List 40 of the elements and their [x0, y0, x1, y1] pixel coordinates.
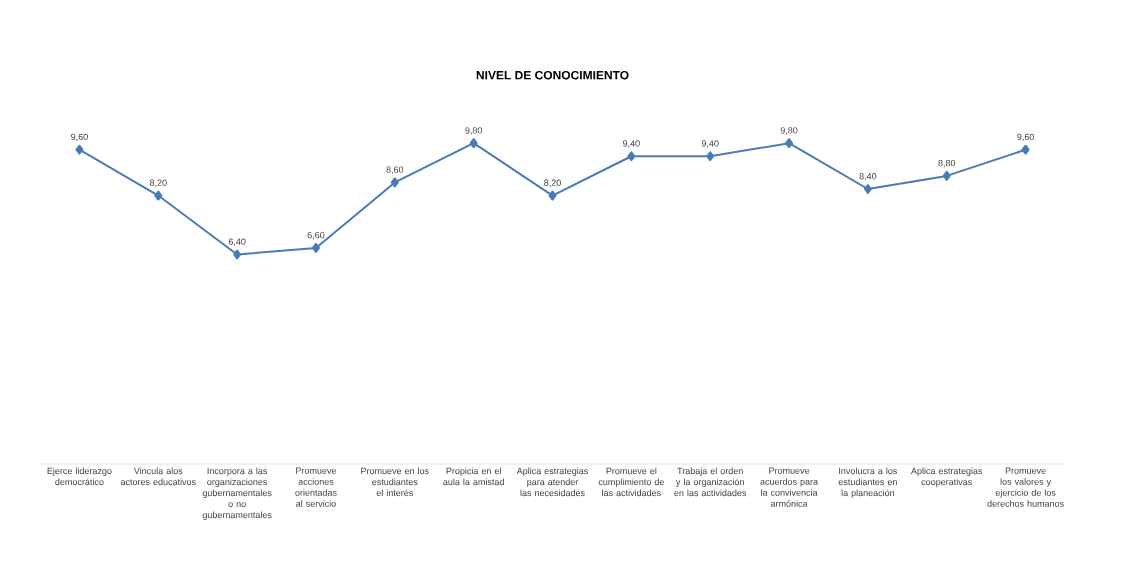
point — [785, 138, 794, 149]
x-tick-label: Propicia en el aula la amistad — [443, 467, 504, 486]
data-label: 9,40 — [701, 140, 719, 148]
point — [942, 170, 951, 181]
x-tick-label: Aplica estrategias cooperativas — [910, 467, 983, 487]
data-label: 9,40 — [623, 140, 640, 148]
x-tick-label: Aplica estrategias para atender las necesidades — [516, 467, 588, 497]
data-label: 6,40 — [228, 238, 246, 246]
data-label: 9,60 — [71, 133, 88, 142]
x-tick-label: Involucra a los estudiantes en la planeación — [838, 467, 898, 498]
x-tick-label: Vincula alos actores educativos — [120, 467, 196, 486]
point — [154, 190, 163, 201]
data-label: 6,60 — [307, 231, 325, 240]
point — [469, 138, 478, 149]
point — [311, 242, 320, 253]
data-label: 9,60 — [1017, 133, 1034, 142]
x-tick-label: Promueve acciones orientadas al servicio — [295, 467, 337, 507]
point — [1021, 144, 1030, 155]
x-tick-label: Trabaja el orden y la organización en las actividades — [674, 467, 747, 497]
x-tick-label: Promueve los valores y ejercicio de los derechos humanos — [987, 467, 1064, 507]
data-label: 9,80 — [780, 127, 798, 135]
data-label: 8,40 — [859, 173, 877, 181]
point — [75, 144, 84, 155]
chart-title: NIVEL DE CONOCIMIENTO — [476, 70, 629, 80]
x-tick-label: Incorpora a las organizaciones gubernamentales o no gubernamentales — [202, 467, 272, 520]
data-label: 8,20 — [149, 179, 167, 188]
x-tick-label: Ejerce liderazgo democrático — [47, 467, 112, 486]
point — [706, 151, 715, 162]
point — [627, 151, 636, 162]
point — [548, 190, 557, 201]
data-label: 8,20 — [544, 179, 561, 188]
data-label: 8,80 — [938, 159, 956, 168]
point — [390, 177, 399, 188]
point — [233, 249, 242, 260]
x-tick-label: Promueve acuerdos para la convivencia armónica — [760, 467, 819, 507]
point — [863, 184, 872, 194]
x-tick-label: Promueve en los estudiantes el interés — [361, 467, 429, 497]
x-tick-label: Promueve el cumplimiento de las actividades — [598, 467, 664, 497]
data-label: 9,80 — [465, 127, 483, 135]
data-label: 8,60 — [386, 166, 404, 174]
